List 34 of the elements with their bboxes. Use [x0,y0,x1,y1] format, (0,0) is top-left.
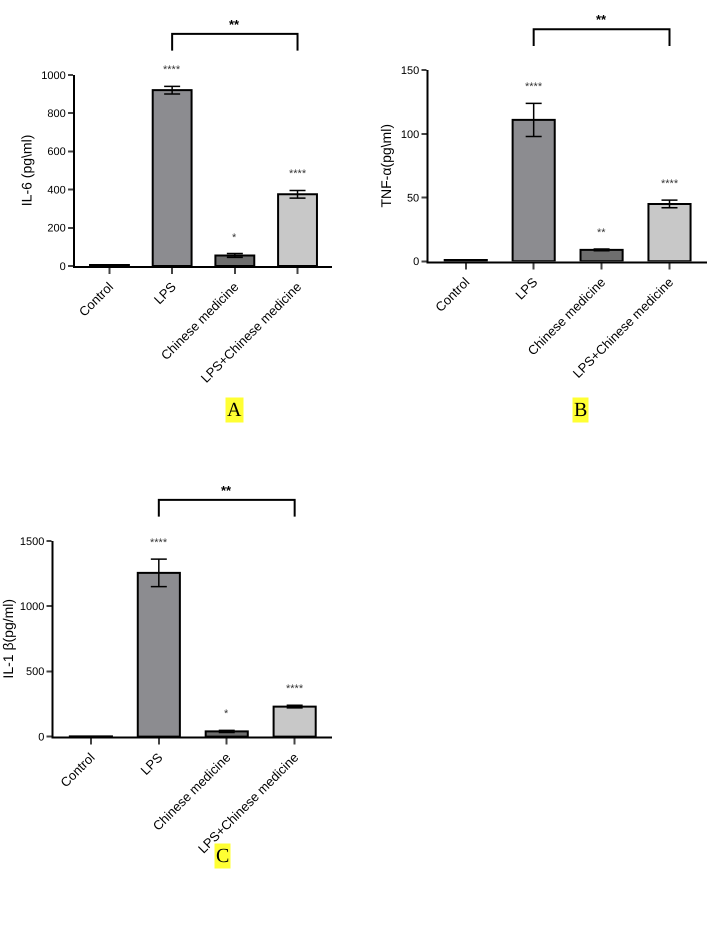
y-tick-label: 500 [26,666,44,678]
y-tick-label: 800 [47,108,66,120]
y-tick-label: 50 [406,192,420,204]
y-tick-label: 1500 [20,536,44,548]
y-tick-label: 0 [60,260,66,273]
x-tick-label: LPS [138,750,166,778]
y-tick-label: 1000 [41,70,66,82]
text: B [574,399,588,421]
y-axis-title: IL-6 (pg\ml) [18,134,34,206]
data-label: * [224,708,229,720]
y-tick-label: 100 [400,128,420,141]
data-label: **** [289,168,307,180]
y-tick-label: 1000 [20,600,44,613]
text: ** [229,17,240,32]
data-label: **** [661,178,679,190]
data-label: * [232,232,237,244]
y-tick-label: 400 [47,184,66,196]
y-tick-label: 200 [47,222,66,235]
y-axis-title: TNF-α(pg\ml) [378,124,394,208]
y-tick-label: 600 [47,146,66,158]
text: ** [221,483,232,498]
data-label: **** [163,64,181,76]
y-tick-label: 0 [38,731,44,744]
data-label: ** [597,227,606,239]
y-axis-title: IL-1 β(pg/ml) [0,598,16,679]
y-tick-label: 0 [413,256,420,268]
text: ** [596,12,608,27]
x-tick-label: LPS [150,278,180,308]
data-label: **** [286,683,304,695]
text: A [227,399,242,421]
data-label: **** [150,537,168,549]
x-tick-label: LPS [512,274,541,302]
data-label: **** [525,81,543,93]
y-tick-label: 150 [400,65,420,78]
